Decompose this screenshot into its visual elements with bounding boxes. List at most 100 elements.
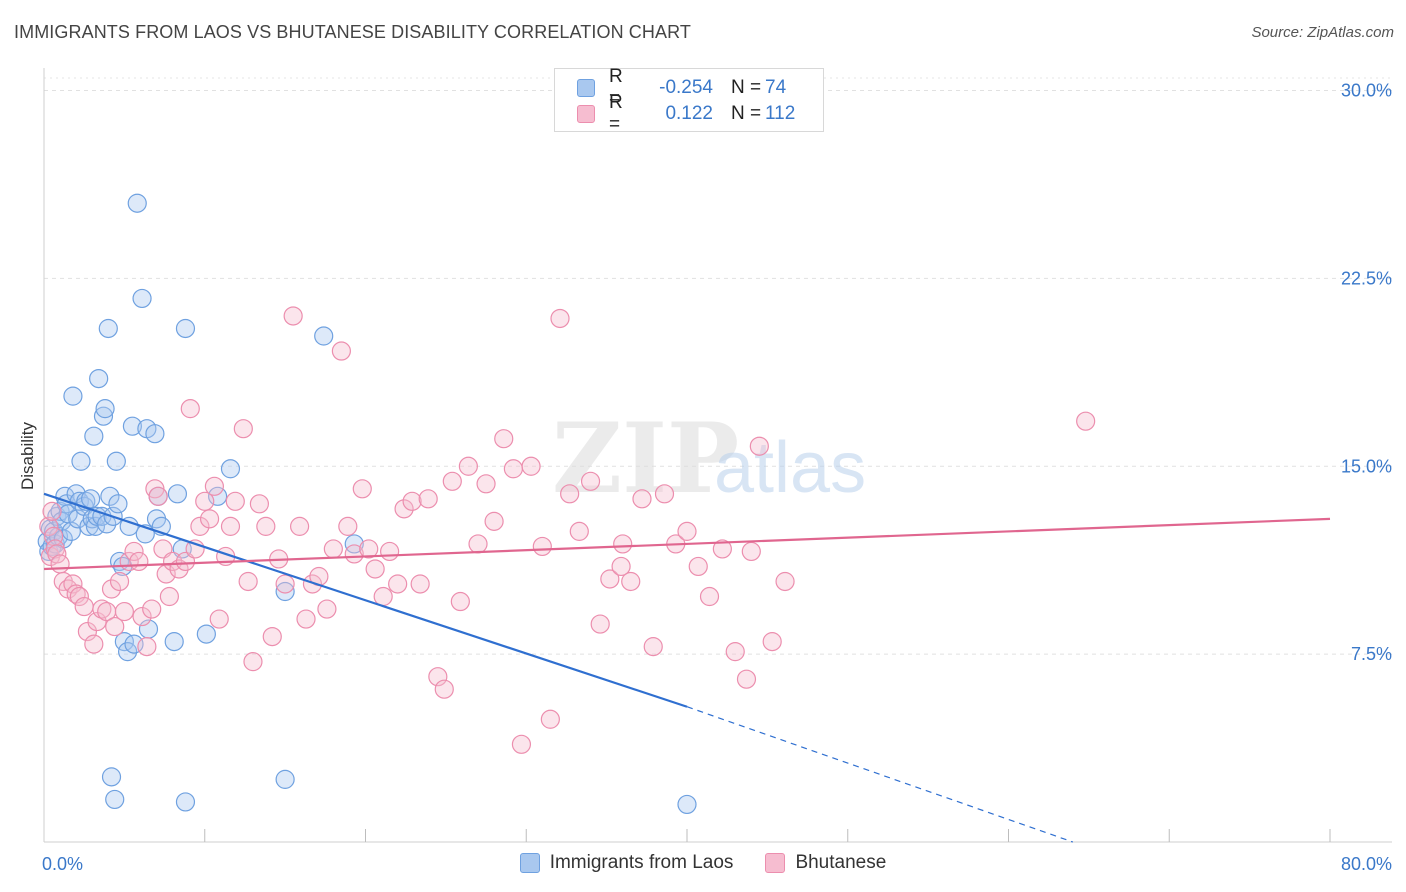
point-bhutanese [256,516,276,536]
series-legend-swatch-bhutanese [765,853,786,873]
point-bhutanese [749,436,769,456]
point-laos [275,769,295,789]
point-laos [84,426,104,446]
point-bhutanese [283,306,303,326]
point-bhutanese [484,511,504,531]
point-laos [196,624,216,644]
point-bhutanese [359,539,379,559]
point-bhutanese [560,484,580,504]
watermark-zip: ZIP [552,402,739,515]
point-laos [119,516,139,536]
point-bhutanese [77,621,98,642]
point-bhutanese [344,544,364,564]
point-laos [314,326,334,346]
point-laos [106,451,126,471]
point-bhutanese [394,499,414,519]
point-bhutanese [677,521,697,541]
point-bhutanese [199,509,220,529]
point-bhutanese [50,554,70,574]
point-bhutanese [1076,411,1096,431]
point-bhutanese [442,471,462,491]
point-bhutanese [262,626,282,647]
point-bhutanese [233,419,253,439]
point-bhutanese [109,571,130,592]
point-bhutanese [550,308,570,329]
point-bhutanese [613,534,633,554]
series-legend-laos: Immigrants from Laos [519,852,734,874]
point-bhutanese [84,634,104,654]
series-legend: Immigrants from Laos Bhutanese [0,852,1406,874]
point-bhutanese [195,491,215,511]
point-bhutanese [190,516,210,536]
point-bhutanese [42,501,62,521]
correlation-legend: R = -0.254 N = 74 R = 0.122 N = 112 [554,66,824,135]
point-laos [71,451,91,471]
point-bhutanese [699,586,720,607]
series-legend-bhutanese: Bhutanese [765,852,886,874]
point-bhutanese [87,611,107,632]
point-bhutanese [434,679,454,699]
point-bhutanese [654,484,675,504]
legend-r-value: 0.122 [665,103,713,124]
legend-swatch-laos [577,79,595,97]
point-laos [63,386,83,406]
point-bhutanese [243,652,263,672]
point-bhutanese [204,476,224,496]
point-laos [117,642,138,662]
series-legend-label-laos: Immigrants from Laos [549,852,734,873]
point-laos [85,516,106,536]
point-bhutanese [611,556,631,577]
point-bhutanese [338,516,358,536]
point-laos [98,318,118,339]
point-bhutanese [476,474,496,494]
point-laos [164,632,184,652]
point-bhutanese [74,596,94,617]
point-laos [344,534,364,554]
point-bhutanese [540,709,560,729]
point-bhutanese [569,521,589,541]
point-bhutanese [380,541,400,562]
point-laos [145,424,165,444]
watermark-atlas: atlas [714,428,866,508]
legend-n-label: N = [731,77,762,98]
y-tick-label: 30.0% [1341,81,1392,101]
point-bhutanese [275,574,295,594]
legend-swatch-bhutanese [577,105,595,123]
chart-source: Source: ZipAtlas.com [1251,24,1394,41]
x-tick-label-max: 80.0% [1341,854,1392,874]
point-laos [220,459,241,479]
point-bhutanese [632,489,652,509]
chart-title: IMMIGRANTS FROM LAOS VS BHUTANESE DISABI… [14,22,691,42]
point-bhutanese [124,541,144,562]
series-bhutanese [39,306,1096,754]
point-bhutanese [521,456,541,476]
point-laos [175,318,196,339]
point-bhutanese [289,516,310,536]
point-bhutanese [105,616,125,637]
point-bhutanese [494,429,514,449]
point-bhutanese [249,494,270,514]
point-bhutanese [352,479,372,499]
point-bhutanese [142,599,162,619]
point-bhutanese [712,539,732,559]
point-bhutanese [323,539,343,559]
point-bhutanese [450,591,470,612]
point-bhutanese [468,534,488,554]
point-laos [275,581,295,602]
point-bhutanese [302,574,323,594]
point-bhutanese [331,341,351,361]
point-laos [93,406,114,426]
point-bhutanese [402,491,422,511]
point-bhutanese [148,486,168,506]
point-bhutanese [296,609,316,629]
legend-r-label: R = [609,92,623,135]
point-bhutanese [388,574,408,594]
point-bhutanese [725,642,745,662]
trend-line-laos-extension [686,706,1073,843]
point-laos [50,501,70,521]
point-bhutanese [621,571,641,592]
point-bhutanese [736,669,757,689]
point-bhutanese [101,579,122,599]
point-bhutanese [458,456,478,476]
